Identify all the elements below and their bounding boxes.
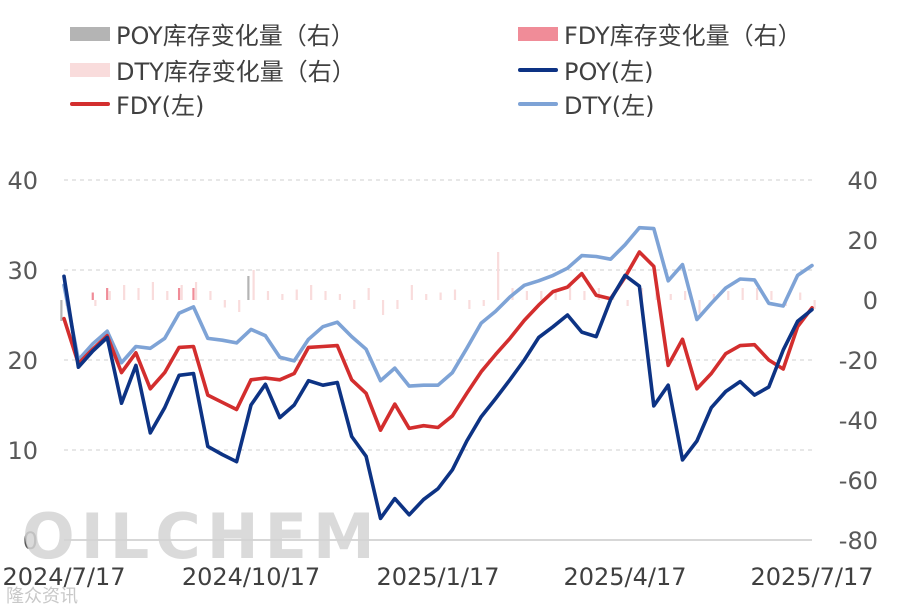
series-line bbox=[62, 250, 814, 433]
bar bbox=[684, 291, 687, 300]
bar bbox=[60, 300, 63, 321]
right-axis-tick-label: -60 bbox=[839, 467, 878, 495]
watermark-logo: OILCHEM bbox=[22, 500, 381, 573]
bar bbox=[192, 288, 195, 300]
bar bbox=[425, 294, 428, 300]
bar bbox=[295, 289, 298, 300]
bar bbox=[324, 291, 327, 300]
bar bbox=[583, 291, 586, 300]
legend-label: POY(左) bbox=[564, 58, 654, 86]
legend-swatch bbox=[70, 26, 110, 41]
legend-swatch bbox=[518, 101, 558, 106]
x-axis-tick-label: 2025/4/17 bbox=[563, 563, 686, 591]
bar bbox=[94, 300, 97, 306]
bar bbox=[439, 292, 442, 300]
bar bbox=[108, 291, 111, 300]
legend-swatch bbox=[518, 67, 558, 72]
bar bbox=[238, 300, 241, 312]
bar bbox=[180, 285, 183, 300]
bar bbox=[310, 285, 313, 300]
bar bbox=[755, 288, 759, 300]
x-axis-tick-label: 2024/10/17 bbox=[182, 563, 320, 591]
bar bbox=[247, 276, 250, 300]
legend-label: FDY库存变化量（右） bbox=[564, 22, 802, 50]
left-axis-tick-label: 0 bbox=[23, 527, 38, 555]
bar bbox=[698, 300, 701, 314]
left-axis-tick-label: 40 bbox=[7, 167, 38, 195]
legend-label: FDY(左) bbox=[116, 92, 205, 120]
legend: POY库存变化量（右） FDY库存变化量（右） DTY库存变化量（右） POY(左) F… bbox=[0, 0, 900, 130]
x-axis-tick-label: 2025/7/17 bbox=[750, 563, 873, 591]
bar bbox=[468, 300, 471, 309]
legend-swatch bbox=[70, 62, 110, 77]
bar bbox=[712, 294, 716, 300]
left-axis-tick-label: 20 bbox=[7, 347, 38, 375]
bar bbox=[669, 294, 672, 300]
right-axis-tick-label: 40 bbox=[847, 167, 878, 195]
bar bbox=[166, 291, 169, 300]
right-axis-tick-label: 20 bbox=[847, 227, 878, 255]
legend-item: DTY库存变化量（右） bbox=[70, 52, 356, 87]
bar bbox=[137, 288, 140, 300]
series-line bbox=[62, 225, 814, 388]
bar bbox=[338, 294, 342, 300]
right-axis-tick-label: -20 bbox=[839, 347, 878, 375]
left-axis-tick-label: 10 bbox=[7, 437, 38, 465]
bar bbox=[396, 300, 399, 309]
right-axis-tick-label: -80 bbox=[839, 527, 878, 555]
bar bbox=[123, 285, 126, 300]
series-line bbox=[62, 273, 814, 521]
bar bbox=[497, 252, 500, 300]
x-axis-tick-label: 2025/1/17 bbox=[376, 563, 499, 591]
bar bbox=[209, 291, 212, 300]
bar bbox=[813, 300, 816, 309]
bar bbox=[252, 270, 255, 300]
bar bbox=[540, 291, 543, 300]
bar bbox=[410, 285, 413, 300]
legend-label: POY库存变化量（右） bbox=[116, 22, 355, 50]
legend-item: FDY(左) bbox=[70, 86, 204, 121]
watermark-sub: 隆众资讯 bbox=[6, 586, 78, 607]
bar bbox=[281, 294, 284, 300]
bar bbox=[568, 283, 572, 300]
bar bbox=[741, 288, 744, 300]
legend-item: POY库存变化量（右） bbox=[70, 16, 355, 51]
x-axis-tick-label: 2024/7/17 bbox=[2, 563, 125, 591]
bar bbox=[91, 292, 94, 300]
bar bbox=[381, 300, 385, 315]
bar bbox=[194, 282, 198, 300]
bar bbox=[525, 291, 529, 300]
right-axis-tick-label: -40 bbox=[839, 407, 878, 435]
right-axis-tick-label: 0 bbox=[863, 287, 878, 315]
bar bbox=[597, 288, 600, 300]
legend-item: POY(左) bbox=[518, 52, 653, 87]
bar bbox=[727, 291, 730, 300]
bar bbox=[177, 288, 181, 300]
bar bbox=[482, 300, 485, 306]
bar bbox=[266, 291, 270, 300]
bar bbox=[106, 288, 109, 300]
bar bbox=[353, 300, 356, 309]
bar bbox=[223, 300, 226, 308]
bar bbox=[554, 289, 557, 300]
legend-swatch bbox=[518, 26, 558, 41]
left-axis-tick-label: 30 bbox=[7, 257, 38, 285]
bar bbox=[799, 292, 802, 300]
legend-item: DTY(左) bbox=[518, 86, 655, 121]
bar bbox=[367, 288, 370, 300]
legend-item: FDY库存变化量（右） bbox=[518, 16, 802, 51]
bar bbox=[151, 282, 155, 300]
bar bbox=[626, 300, 629, 306]
bar bbox=[770, 291, 773, 300]
legend-swatch bbox=[70, 101, 110, 106]
legend-label: DTY库存变化量（右） bbox=[116, 58, 356, 86]
legend-label: DTY(左) bbox=[564, 92, 655, 120]
bar bbox=[453, 289, 457, 300]
